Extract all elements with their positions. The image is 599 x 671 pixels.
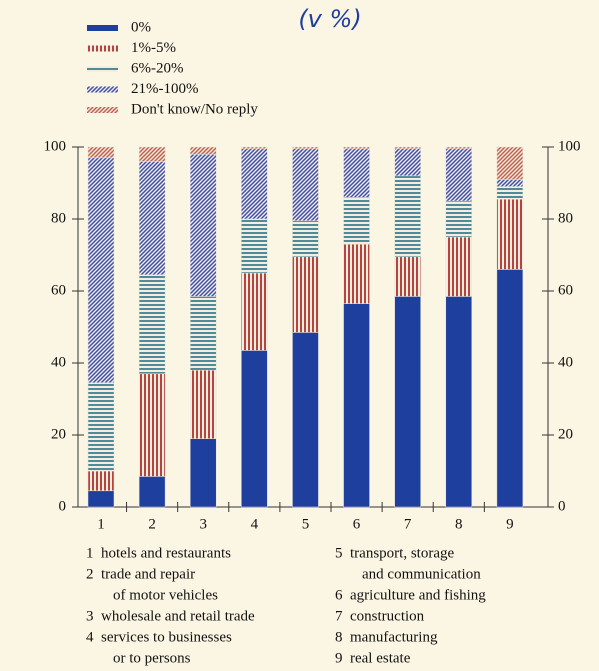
- bar-segment: [343, 148, 370, 198]
- description-text: manufacturing: [350, 629, 438, 645]
- y2-tick-label: 0: [558, 498, 566, 514]
- bar-segment: [241, 148, 268, 220]
- x-tick-label: 1: [97, 516, 105, 532]
- y2-tick-label: 40: [558, 354, 573, 370]
- legend-swatch: [87, 25, 118, 31]
- description-text: transport, storage: [350, 545, 454, 561]
- bar-segment: [394, 296, 421, 508]
- legend-label: 0%: [131, 19, 151, 35]
- description-number: 9: [335, 650, 343, 666]
- bar-segment: [496, 269, 524, 508]
- y-tick-label: 40: [51, 354, 66, 370]
- y-tick-label: 20: [51, 426, 66, 442]
- description-text: and communication: [362, 566, 481, 582]
- description-text: of motor vehicles: [113, 587, 218, 603]
- bar-segment: [343, 146, 370, 150]
- bar-segment: [496, 198, 524, 270]
- description-number: 4: [86, 629, 94, 645]
- y-tick-label: 80: [51, 210, 66, 226]
- bar-segment: [394, 175, 421, 258]
- x-tick-label: 4: [251, 516, 259, 532]
- bar-segment: [138, 161, 166, 276]
- bar-segment: [445, 236, 473, 297]
- legend-label: 1%-5%: [131, 40, 176, 56]
- description-text: construction: [350, 608, 425, 624]
- description-text: or to persons: [113, 650, 191, 666]
- bar-segment: [445, 200, 473, 238]
- legend-swatch: [87, 66, 118, 72]
- bar-segment: [292, 148, 319, 222]
- bar-segment: [189, 369, 217, 439]
- bar-segment: [496, 186, 524, 200]
- bar-segment: [343, 197, 370, 245]
- bar-segment: [189, 438, 217, 508]
- x-tick-label: 7: [404, 516, 412, 532]
- description-number: 6: [335, 587, 343, 603]
- bar-segment: [241, 272, 268, 351]
- bar-segment: [189, 296, 217, 371]
- description-text: wholesale and retail trade: [101, 608, 255, 624]
- y-tick-label: 100: [44, 138, 67, 154]
- bar-segment: [292, 256, 319, 333]
- bar-segment: [445, 146, 473, 150]
- description-number: 7: [335, 608, 343, 624]
- chart-title: (v %): [298, 5, 361, 33]
- bar-segment: [138, 373, 166, 477]
- y2-tick-label: 100: [558, 138, 581, 154]
- bar-segment: [292, 220, 319, 258]
- bar-segment: [189, 146, 217, 155]
- description-text: trade and repair: [101, 566, 195, 582]
- y2-tick-label: 20: [558, 426, 573, 442]
- bar-segment: [343, 303, 370, 508]
- y2-tick-label: 80: [558, 210, 573, 226]
- x-tick-label: 2: [148, 516, 156, 532]
- bar-segment: [138, 146, 166, 162]
- description-text: real estate: [350, 650, 411, 666]
- bar-segment: [241, 350, 268, 508]
- legend-swatch: [87, 107, 118, 113]
- bar-segment: [343, 243, 370, 304]
- description-number: 3: [86, 608, 94, 624]
- bar-segment: [87, 490, 115, 508]
- legend-swatch: [87, 86, 118, 93]
- bar-segment: [496, 146, 524, 180]
- bar-segment: [189, 153, 217, 297]
- description-text: agriculture and fishing: [350, 587, 486, 603]
- bar-segment: [394, 146, 421, 150]
- bar-segment: [241, 146, 268, 150]
- bar-segment: [394, 256, 421, 297]
- y-tick-label: 60: [51, 282, 66, 298]
- bar-segment: [445, 296, 473, 508]
- y2-tick-label: 60: [558, 282, 573, 298]
- y-tick-label: 0: [59, 498, 67, 514]
- bar-segment: [241, 218, 268, 274]
- legend-label: Don't know/No reply: [131, 101, 258, 117]
- bar-segment: [292, 332, 319, 508]
- bar-segment: [138, 476, 166, 508]
- x-tick-label: 5: [302, 516, 310, 532]
- description-number: 1: [86, 545, 94, 561]
- x-tick-label: 6: [353, 516, 361, 532]
- bar-segment: [87, 470, 115, 492]
- description-text: services to businesses: [101, 629, 232, 645]
- bar-segment: [394, 148, 421, 177]
- description-text: hotels and restaurants: [101, 545, 231, 561]
- bar-segment: [87, 146, 115, 159]
- bar-segment: [138, 274, 166, 375]
- bar-segment: [292, 146, 319, 150]
- x-tick-label: 9: [506, 516, 514, 532]
- bar-segment: [445, 148, 473, 202]
- description-number: 2: [86, 566, 94, 582]
- bar-segment: [496, 179, 524, 187]
- legend-swatch: [87, 45, 118, 52]
- x-tick-label: 3: [199, 516, 207, 532]
- legend-label: 6%-20%: [131, 60, 184, 76]
- x-tick-label: 8: [455, 516, 463, 532]
- legend-label: 21%-100%: [131, 81, 199, 97]
- description-number: 8: [335, 629, 343, 645]
- bar-segment: [87, 382, 115, 472]
- bar-segment: [87, 157, 115, 384]
- description-number: 5: [335, 545, 343, 561]
